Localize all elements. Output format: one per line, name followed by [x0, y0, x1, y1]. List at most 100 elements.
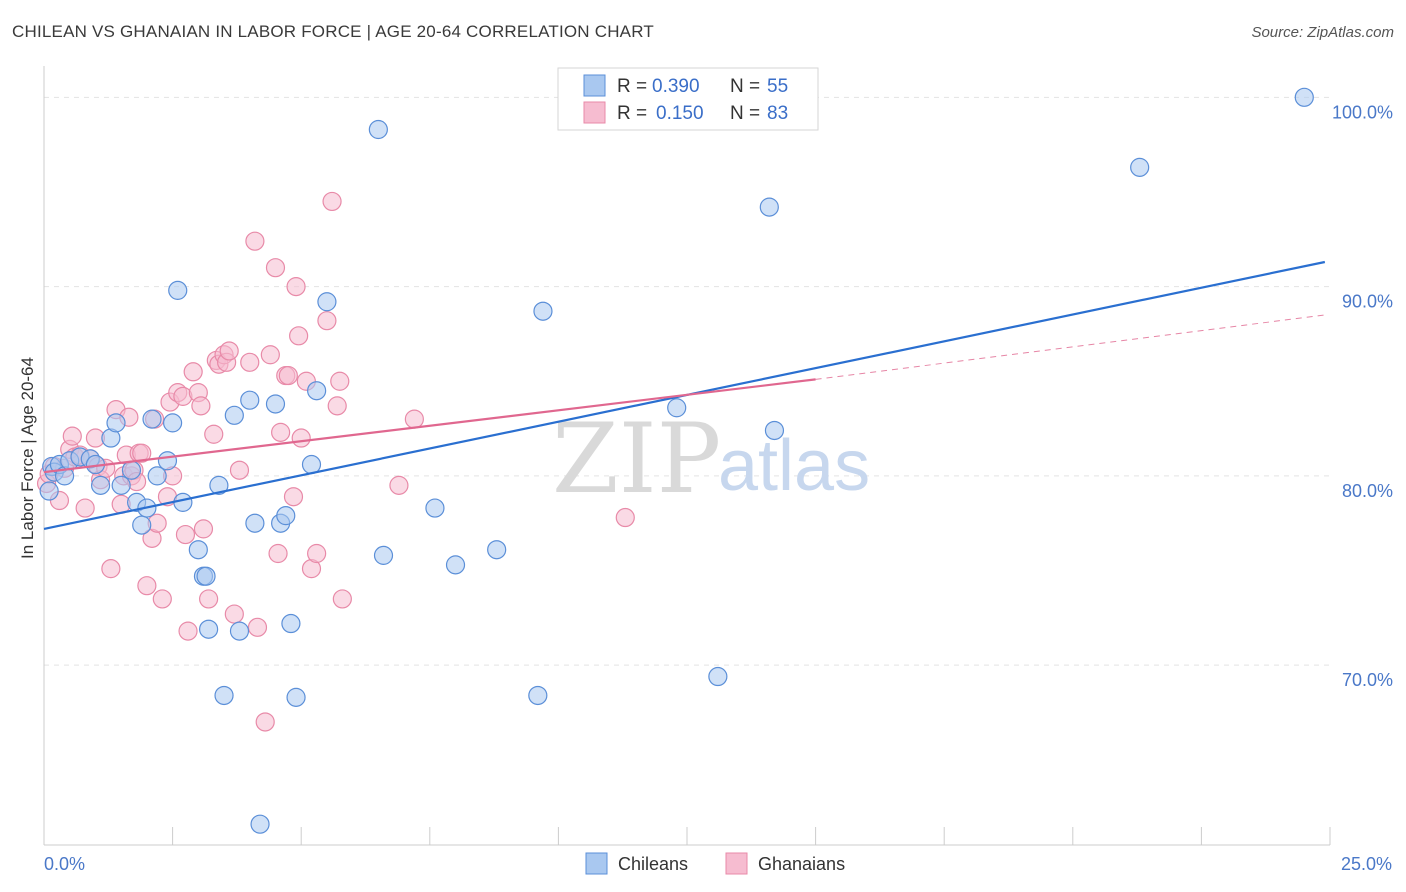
y-tick-label: 80.0%: [1342, 481, 1393, 501]
ghanaian-point: [219, 341, 239, 361]
ghanaian-point: [317, 311, 337, 331]
legend-n-label-1: N =: [730, 76, 760, 97]
ghanaian-point: [322, 191, 342, 212]
y-tick-label: 90.0%: [1342, 292, 1393, 312]
ghanaian-point: [183, 362, 203, 382]
ghanaian-point: [175, 524, 196, 545]
chilean-point: [528, 685, 548, 706]
y-tick-labels: 70.0% 80.0% 90.0% 100.0%: [1332, 102, 1393, 690]
chilean-point: [90, 475, 111, 495]
chilean-point: [368, 119, 388, 140]
ghanaian-point: [137, 576, 157, 596]
ghanaian-point: [389, 475, 409, 495]
chilean-point: [276, 506, 296, 526]
chilean-point: [121, 460, 142, 480]
chilean-point: [196, 566, 216, 586]
chilean-point: [111, 475, 131, 495]
ghanaian-point: [283, 487, 304, 507]
chart-title: CHILEAN VS GHANAIAN IN LABOR FORCE | AGE…: [12, 22, 654, 41]
axes: [43, 66, 1331, 846]
ghanaian-point: [291, 428, 311, 448]
source-label: Source: ZipAtlas.com: [1251, 24, 1394, 41]
legend-n-label-2: N =: [730, 103, 760, 124]
ghanaian-point: [75, 498, 95, 518]
chilean-point: [132, 515, 152, 535]
trend-lines: [43, 260, 1326, 530]
chilean-point: [229, 621, 250, 641]
legend-r-value-2: 0.150: [656, 103, 704, 124]
ghanaian-point: [191, 396, 211, 416]
ghanaian-point: [101, 559, 121, 579]
chilean-point: [487, 540, 507, 560]
chilean-point: [764, 420, 785, 441]
chilean-point: [39, 481, 59, 501]
chilean-point: [317, 292, 337, 312]
ghanaian-point: [204, 424, 224, 444]
chilean-point: [425, 498, 445, 518]
chilean-point: [1294, 87, 1314, 107]
series-legend: Chileans Ghanaians: [585, 852, 845, 875]
bottom-swatch-chileans: [585, 852, 608, 875]
x-tick-min: 0.0%: [44, 854, 85, 874]
chilean-point: [1130, 157, 1150, 177]
y-axis-label: In Labor Force | Age 20-64: [18, 357, 37, 559]
stats-legend: R = 0.390 N = 55 R = 0.150 N = 83: [557, 67, 819, 131]
chilean-point: [250, 814, 270, 834]
watermark-atlas: atlas: [718, 426, 870, 506]
chilean-point: [281, 613, 301, 634]
x-tick-max: 25.0%: [1341, 854, 1392, 874]
ghanaian-point: [178, 621, 198, 641]
legend-n-value-1: 55: [767, 76, 788, 97]
ghanaian-point: [224, 604, 244, 624]
chilean-point: [708, 666, 728, 687]
ghanaian-point: [245, 231, 265, 251]
ghanaian-point: [615, 507, 635, 528]
chilean-point: [142, 409, 162, 429]
chilean-point: [445, 555, 466, 575]
bottom-swatch-ghanaians: [725, 852, 748, 875]
ghanaian-point: [327, 396, 347, 416]
ghanaian-point: [268, 543, 288, 564]
bottom-legend-ghanaians: Ghanaians: [758, 854, 845, 874]
chilean-point: [373, 545, 394, 565]
chilean-point: [224, 405, 244, 425]
ghanaian-point: [265, 258, 286, 278]
chilean-point: [533, 301, 553, 321]
chileans-points: [39, 87, 1314, 834]
legend-swatch-chileans: [583, 74, 606, 97]
chilean-point: [667, 398, 687, 418]
ghanaian-point: [289, 326, 309, 346]
chilean-point: [214, 685, 234, 706]
ghanaian-point: [247, 617, 268, 637]
ghanaian-point: [271, 422, 291, 442]
grid-lines: [44, 96, 1330, 666]
chilean-point: [157, 451, 178, 471]
watermark-zip: ZIP: [552, 403, 721, 515]
ghanaian-point: [307, 543, 327, 564]
chilean-point: [163, 413, 183, 433]
ghanaian-point: [132, 443, 152, 463]
ghanaian-point: [62, 426, 82, 446]
legend-r-label-1: R =: [617, 76, 647, 97]
legend-r-value-1: 0.390: [652, 76, 700, 97]
ghanaian-point: [199, 589, 219, 609]
chilean-point: [245, 513, 265, 533]
ghanaian-point: [332, 589, 352, 609]
ghanaian-point: [255, 712, 275, 732]
chilean-point: [168, 280, 188, 300]
chilean-point: [307, 381, 327, 401]
legend-r-label-2: R =: [617, 103, 647, 124]
ghanaian-point: [193, 519, 214, 539]
ghanaian-point: [260, 345, 280, 365]
y-tick-label: 70.0%: [1342, 670, 1393, 690]
chilean-point: [286, 687, 306, 707]
chilean-point: [147, 466, 167, 486]
ghanaians-trend-extension: [815, 314, 1325, 380]
bottom-legend-chileans: Chileans: [618, 854, 688, 874]
ghanaian-point: [286, 277, 306, 297]
chilean-point: [188, 540, 208, 560]
chilean-point: [240, 390, 260, 410]
chilean-point: [759, 197, 779, 217]
ghanaians-trend-line: [43, 378, 816, 474]
chilean-point: [173, 492, 193, 512]
